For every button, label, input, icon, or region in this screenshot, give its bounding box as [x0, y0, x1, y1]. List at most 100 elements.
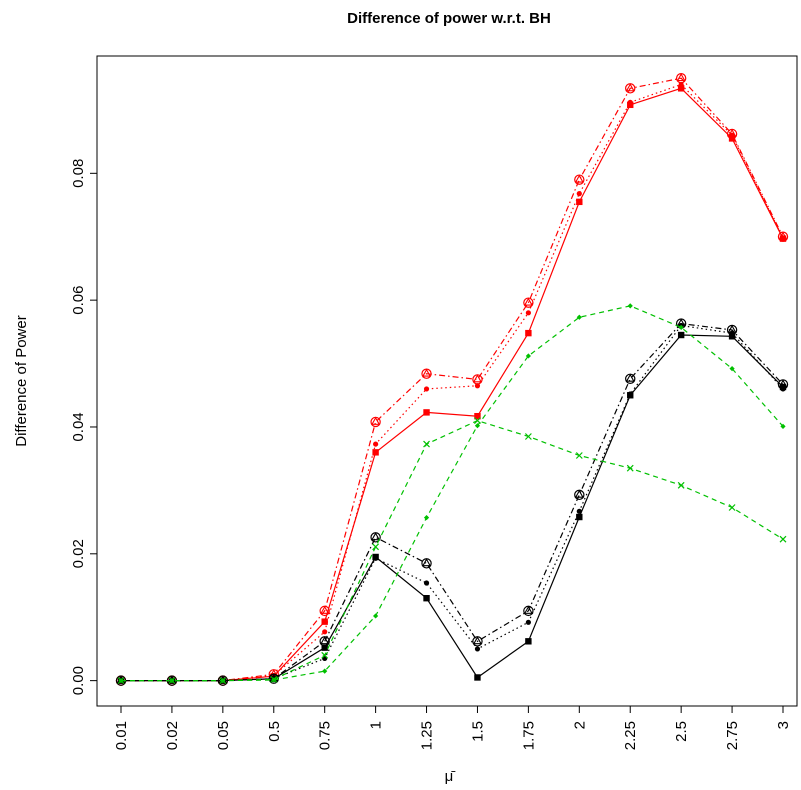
data-point: [778, 231, 788, 240]
data-point: [523, 297, 533, 306]
data-point: [576, 513, 583, 521]
data-point: [117, 677, 125, 685]
x-tick-label: 2.25: [622, 721, 639, 750]
y-tick-label: 0.02: [70, 539, 87, 568]
data-point: [322, 668, 328, 674]
data-point: [625, 373, 635, 382]
data-point: [371, 416, 381, 425]
data-point: [474, 383, 481, 389]
x-tick-label: 2.5: [673, 721, 690, 742]
x-tick-label: 2: [571, 721, 588, 729]
chart-title: Difference of power w.r.t. BH: [347, 10, 551, 27]
data-point: [525, 638, 532, 645]
x-axis: 0.01 0.02 0.05 0.5 0.75 1 1.25 1.5 1.75 2 2.25 2.5 2…: [113, 706, 792, 750]
data-point: [675, 72, 687, 84]
series-5: [118, 322, 786, 684]
data-point: [726, 324, 738, 336]
data-point: [525, 619, 531, 625]
x-tick-label: 0.75: [317, 721, 334, 750]
data-point: [574, 489, 584, 498]
data-point: [373, 613, 379, 619]
data-point: [525, 310, 531, 316]
x-tick-label: 0.05: [215, 721, 232, 750]
data-point: [217, 675, 229, 686]
data-point: [727, 324, 737, 333]
data-point: [677, 85, 685, 92]
series-layer: [115, 72, 789, 686]
y-tick-label: 0.08: [70, 159, 87, 188]
series-7: [115, 318, 789, 686]
series-9: [117, 417, 787, 685]
series-line: [121, 77, 784, 682]
data-point: [678, 324, 684, 331]
y-axis-label: Difference of Power: [13, 315, 30, 446]
data-point: [372, 543, 380, 551]
data-point: [472, 374, 483, 385]
data-point: [627, 391, 633, 397]
y-tick-label: 0.00: [70, 666, 87, 695]
data-point: [524, 433, 532, 440]
data-point: [421, 558, 432, 569]
data-point: [168, 677, 176, 685]
data-point: [728, 333, 736, 340]
data-point: [574, 174, 584, 183]
data-point: [373, 555, 379, 561]
series-line: [121, 419, 784, 682]
x-axis-label: μ̄: [445, 768, 456, 785]
x-tick-label: 3: [775, 721, 792, 729]
series-line: [121, 324, 784, 682]
series-6: [116, 318, 788, 684]
data-point: [421, 368, 432, 379]
series-4: [117, 331, 787, 684]
data-point: [729, 366, 735, 372]
data-point: [319, 605, 330, 617]
x-tick-label: 0.02: [164, 721, 181, 750]
data-point: [371, 532, 381, 541]
data-point: [321, 651, 329, 659]
data-point: [370, 532, 381, 543]
data-point: [370, 416, 381, 428]
series-0: [117, 85, 787, 684]
data-point: [676, 73, 686, 82]
data-point: [780, 423, 786, 429]
data-point: [322, 629, 328, 635]
data-point: [576, 314, 582, 320]
data-point: [625, 83, 635, 92]
data-point: [219, 677, 227, 685]
y-axis: 0.00 0.02 0.04 0.06 0.08: [70, 159, 97, 695]
data-point: [525, 353, 531, 359]
data-point: [728, 504, 736, 511]
series-8: [118, 303, 786, 684]
data-point: [421, 368, 432, 377]
data-point: [575, 452, 583, 459]
series-line: [121, 305, 784, 682]
data-point: [627, 303, 633, 309]
data-point: [474, 646, 481, 652]
data-point: [779, 535, 787, 543]
data-point: [474, 674, 481, 681]
data-point: [678, 81, 684, 88]
plot-frame: [96, 55, 798, 707]
data-point: [321, 618, 328, 625]
series-3: [115, 72, 789, 686]
data-point: [625, 373, 636, 384]
data-point: [423, 440, 430, 448]
data-point: [472, 374, 483, 383]
data-point: [423, 386, 430, 392]
x-tick-label: 2.75: [724, 721, 741, 750]
x-tick-label: 0.5: [266, 721, 283, 742]
data-point: [270, 675, 278, 683]
data-point: [525, 329, 532, 337]
data-point: [523, 605, 533, 614]
data-point: [474, 412, 481, 420]
series-line: [121, 322, 784, 682]
data-point: [726, 128, 738, 140]
data-point: [373, 441, 379, 447]
x-tick-label: 1: [368, 721, 385, 729]
data-point: [321, 644, 328, 651]
data-point: [472, 636, 483, 645]
series-line: [121, 87, 784, 682]
series-line: [121, 83, 784, 682]
data-point: [421, 558, 432, 567]
data-point: [576, 508, 582, 514]
